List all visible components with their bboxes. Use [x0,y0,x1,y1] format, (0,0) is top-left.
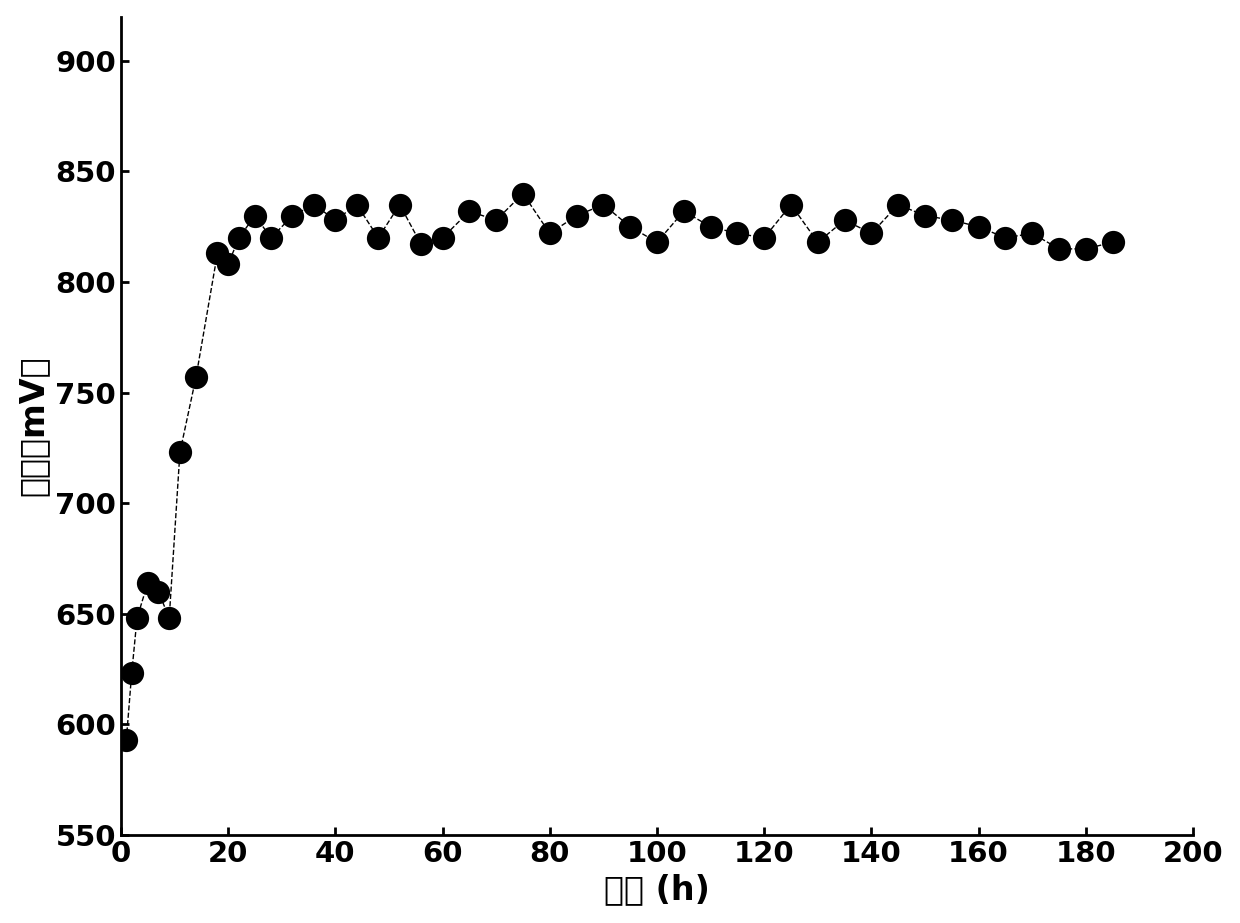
Point [808,234,828,249]
Point [283,209,303,223]
Point [513,186,533,201]
Point [460,204,480,219]
Point [186,370,206,385]
Point [218,257,238,271]
Point [229,231,249,246]
Point [968,220,988,234]
Point [1022,226,1042,241]
Point [246,209,265,223]
Point [486,212,506,227]
Point [701,220,720,234]
Point [835,212,854,227]
Point [673,204,693,219]
Point [620,220,640,234]
Point [368,231,388,246]
Point [728,226,748,241]
Point [862,226,882,241]
Point [347,198,367,212]
Point [170,445,190,460]
Point [149,584,169,599]
Y-axis label: 电压（mV）: 电压（mV） [16,355,50,496]
Point [888,198,908,212]
X-axis label: 时间 (h): 时间 (h) [604,873,711,906]
Point [647,234,667,249]
Point [754,231,774,246]
Point [594,198,614,212]
Point [122,666,141,681]
Point [1102,234,1122,249]
Point [942,212,962,227]
Point [915,209,935,223]
Point [117,733,136,748]
Point [159,611,179,626]
Point [433,231,453,246]
Point [1049,242,1069,257]
Point [781,198,801,212]
Point [128,611,148,626]
Point [207,246,227,260]
Point [567,209,587,223]
Point [412,237,432,252]
Point [389,198,409,212]
Point [1076,242,1096,257]
Point [304,198,324,212]
Point [262,231,281,246]
Point [539,226,559,241]
Point [325,212,345,227]
Point [996,231,1016,246]
Point [138,575,157,590]
